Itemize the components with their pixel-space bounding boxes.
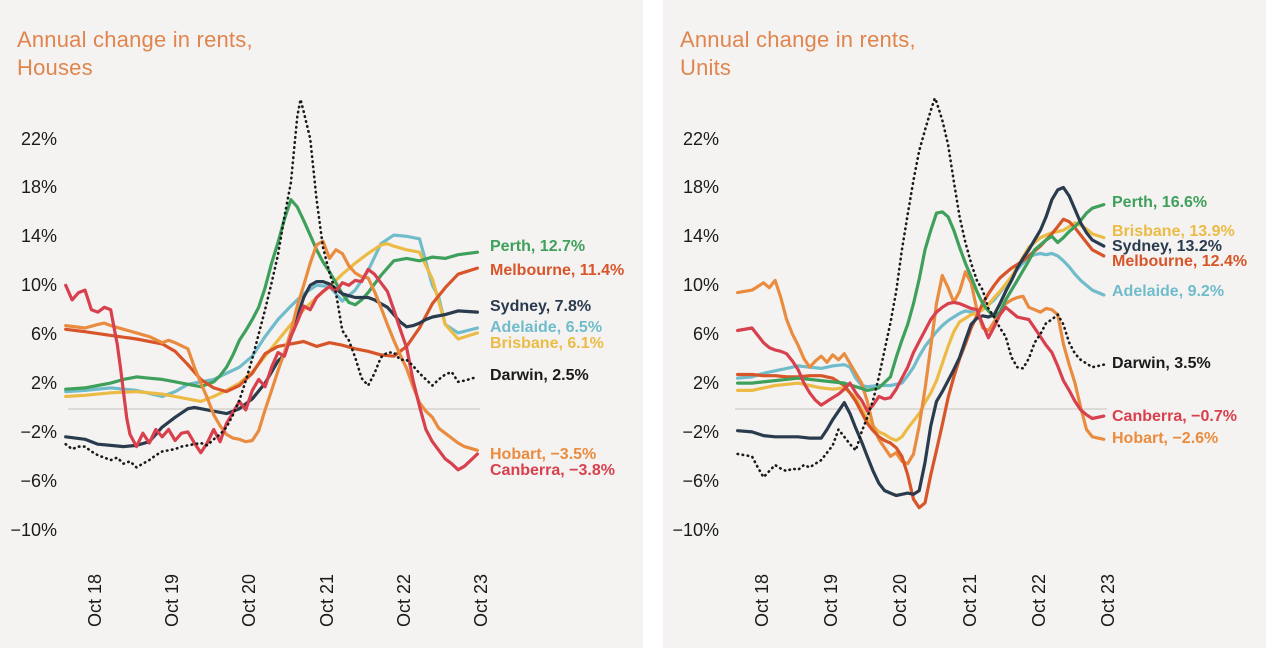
x-tick-label: Oct 21 (959, 573, 980, 627)
units-chart-title-line1: Annual change in rents, (680, 27, 916, 52)
legend-label-perth: Perth, 16.6% (1112, 194, 1208, 211)
series-line-adelaide (735, 251, 1106, 389)
legend-label-brisbane: Brisbane, 6.1% (490, 335, 604, 352)
y-tick-label: −6% (20, 470, 57, 491)
legend-label-sydney: Sydney, 7.8% (490, 298, 592, 315)
series-line-darwin (736, 96, 1106, 479)
series-line-hobart (64, 239, 479, 452)
series-line-sydney (735, 185, 1106, 498)
legend-label-adelaide: Adelaide, 9.2% (1112, 283, 1225, 300)
series-line-hobart (735, 270, 1106, 466)
legend-label-darwin: Darwin, 3.5% (1112, 355, 1211, 372)
x-tick-label: Oct 23 (470, 573, 491, 627)
houses-chart-panel: Annual change in rents, Houses 22% 18% 14%… (0, 0, 643, 648)
y-tick-label: 22% (20, 128, 57, 149)
x-tick-label: Oct 19 (162, 573, 183, 627)
series-line-canberra (735, 300, 1106, 421)
houses-line-plot (64, 98, 479, 472)
x-tick-label: Oct 19 (821, 573, 842, 627)
houses-chart-title-line1: Annual change in rents, (17, 27, 253, 52)
legend-label-darwin: Darwin, 2.5% (490, 367, 589, 384)
series-line-melbourne (64, 266, 479, 394)
series-line-darwin (64, 98, 479, 469)
series-line-adelaide (64, 233, 479, 399)
series-line-perth (64, 198, 479, 391)
legend-label-hobart: Hobart, −2.6% (1112, 430, 1219, 447)
y-tick-label: 14% (682, 226, 719, 247)
y-tick-label: 18% (682, 177, 719, 198)
y-tick-label: −10% (10, 519, 57, 540)
y-tick-label: −10% (672, 519, 719, 540)
legend-label-brisbane: Brisbane, 13.9% (1112, 223, 1235, 240)
x-tick-label: Oct 18 (85, 573, 105, 627)
y-tick-label: −2% (20, 421, 57, 442)
y-tick-label: 10% (20, 275, 57, 296)
houses-chart-title: Annual change in rents, Houses (17, 26, 253, 82)
units-line-plot (735, 96, 1106, 510)
series-line-canberra (64, 267, 479, 472)
y-tick-label: −6% (682, 470, 719, 491)
houses-chart-title-line2: Houses (17, 55, 93, 80)
y-tick-label: 6% (30, 324, 57, 345)
legend-label-adelaide: Adelaide, 6.5% (490, 319, 603, 336)
x-tick-label: Oct 18 (752, 573, 772, 627)
legend-label-canberra: Canberra, −0.7% (1112, 408, 1237, 425)
y-tick-label: 6% (692, 324, 719, 345)
x-tick-label: Oct 20 (890, 573, 911, 627)
legend-label-perth: Perth, 12.7% (490, 238, 586, 255)
legend-label-sydney: Sydney, 13.2% (1112, 238, 1222, 255)
x-tick-label: Oct 21 (316, 573, 337, 627)
legend-label-melbourne: Melbourne, 11.4% (490, 262, 625, 279)
y-tick-label: 2% (692, 373, 719, 394)
legend-label-melbourne: Melbourne, 12.4% (1112, 253, 1248, 270)
units-chart-panel: Annual change in rents, Units 22% 18% 14% 1… (663, 0, 1266, 648)
units-chart-title: Annual change in rents, Units (680, 26, 916, 82)
y-tick-label: 2% (30, 373, 57, 394)
series-line-sydney (64, 280, 479, 449)
legend-label-canberra: Canberra, −3.8% (490, 462, 615, 479)
zero-gridline (68, 408, 480, 410)
y-tick-label: 22% (682, 128, 719, 149)
series-line-perth (735, 203, 1106, 392)
x-tick-label: Oct 22 (1028, 573, 1049, 627)
y-tick-label: 18% (20, 177, 57, 198)
legend-label-hobart: Hobart, −3.5% (490, 446, 597, 463)
units-chart-title-line2: Units (680, 55, 732, 80)
x-tick-label: Oct 23 (1098, 573, 1119, 627)
x-tick-label: Oct 20 (239, 573, 260, 627)
y-tick-label: −2% (682, 421, 719, 442)
y-tick-label: 10% (682, 275, 719, 296)
series-line-brisbane (735, 221, 1106, 443)
y-tick-label: 14% (20, 226, 57, 247)
x-tick-label: Oct 22 (393, 573, 414, 627)
